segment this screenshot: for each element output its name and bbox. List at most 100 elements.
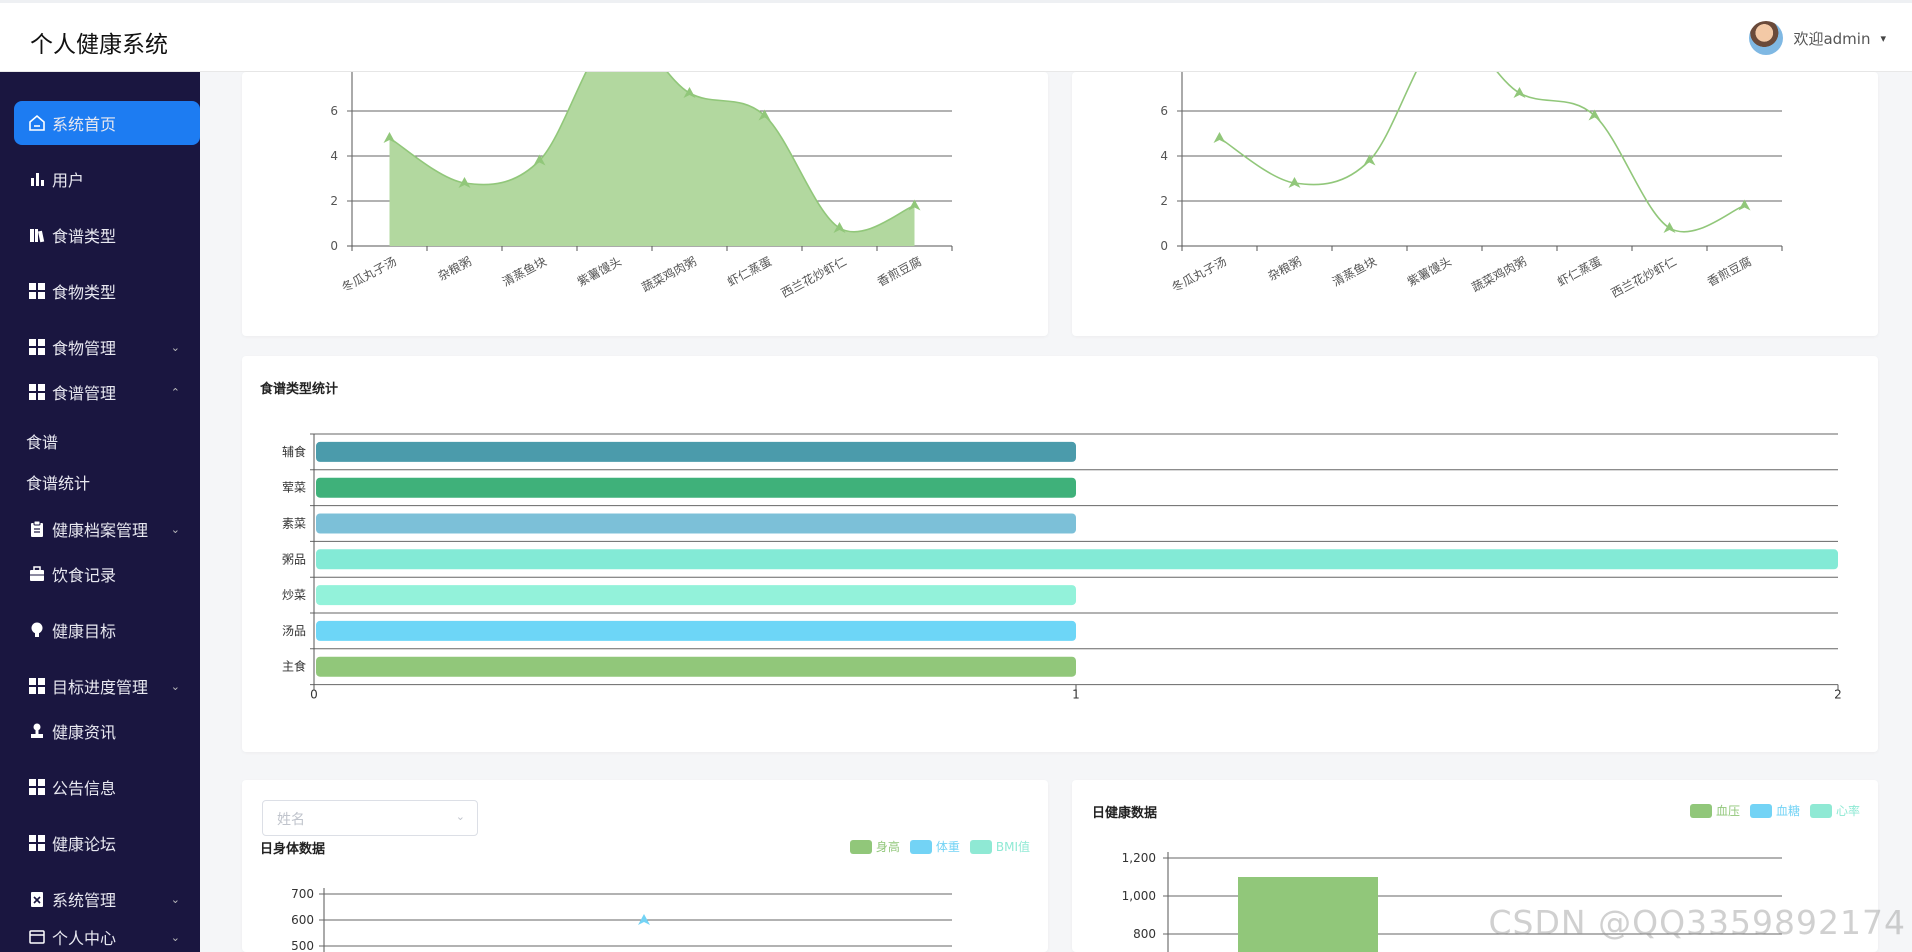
sidebar-item-label: 食物类型 — [52, 283, 117, 302]
sidebar-item-goal-progress[interactable]: 目标进度管理 ⌄ — [14, 664, 200, 708]
sidebar-item-health-records[interactable]: 健康档案管理 ⌄ — [14, 507, 200, 551]
x-tick-label: 虾仁蒸蛋 — [725, 254, 774, 289]
grid-icon — [28, 778, 46, 796]
user-menu[interactable]: 欢迎admin ▾ — [1749, 21, 1886, 55]
data-point-marker — [1213, 132, 1226, 143]
x-tick-label: 杂粮粥 — [1265, 253, 1304, 283]
chart-card-recipe-types: 食谱类型统计 辅食 荤菜 素菜 粥品 炒菜 汤品 主食 0 1 2 — [242, 356, 1878, 752]
sidebar-item-food-types[interactable]: 食物类型 — [14, 269, 200, 313]
legend-label: 血压 — [1715, 804, 1740, 818]
sidebar-item-label: 公告信息 — [52, 779, 117, 798]
sidebar-item-food-manage[interactable]: 食物管理 ⌄ — [14, 325, 200, 369]
data-point-marker — [758, 109, 771, 121]
sidebar-item-label: 食谱管理 — [52, 384, 117, 403]
data-point-marker — [1588, 109, 1601, 121]
y-tick-label: 荤菜 — [282, 481, 306, 495]
legend: 血压 血糖 心率 — [1689, 802, 1860, 819]
x-tick-label: 杂粮粥 — [435, 253, 474, 283]
legend-item[interactable]: 血糖 — [1749, 802, 1800, 819]
area-fill — [389, 72, 915, 246]
x-tick-label: 1 — [1072, 688, 1080, 702]
sidebar-item-label: 健康目标 — [52, 622, 117, 641]
chart-title: 日身体数据 — [260, 842, 326, 857]
legend-item[interactable]: 体重 — [909, 838, 960, 855]
legend-label: 血糖 — [1775, 804, 1800, 818]
bar — [316, 656, 1076, 677]
sidebar-subitem-recipe-stats[interactable]: 食谱统计 — [26, 474, 91, 493]
x-tick-label: 紫薯馒头 — [575, 254, 624, 289]
book-icon — [28, 226, 46, 244]
chevron-up-icon[interactable]: ⌃ — [170, 385, 180, 399]
x-tick-label: 冬瓜丸子汤 — [339, 253, 399, 294]
briefcase-icon — [28, 565, 46, 583]
legend-label: 体重 — [935, 840, 960, 854]
sidebar-item-announcements[interactable]: 公告信息 — [14, 765, 200, 809]
chevron-down-icon[interactable]: ⌄ — [170, 892, 180, 906]
body-data-chart: 500 600 700 — [291, 887, 952, 952]
sidebar-item-label: 食物管理 — [52, 339, 117, 358]
sidebar-item-profile[interactable]: 个人中心 ⌄ — [14, 922, 200, 952]
sidebar-item-home[interactable]: 系统首页 — [14, 101, 200, 145]
chart-title: 日健康数据 — [1092, 806, 1158, 821]
sidebar-item-users[interactable]: 用户 — [14, 157, 200, 201]
x-tick-label: 2 — [1834, 688, 1842, 702]
data-point-marker — [533, 154, 546, 166]
grid-icon — [28, 338, 46, 356]
series-group — [389, 72, 915, 246]
top-header: 个人健康系统 欢迎admin ▾ — [0, 0, 1912, 72]
series-line — [1219, 72, 1745, 233]
sidebar-item-system-manage[interactable]: 系统管理 ⌄ — [14, 877, 200, 921]
grid-icon — [28, 834, 46, 852]
x-tick-label: 西兰花炒虾仁 — [1608, 253, 1679, 300]
x-tick-label: 清蒸鱼块 — [500, 254, 549, 289]
welcome-text[interactable]: 欢迎admin — [1793, 29, 1871, 48]
sidebar-item-label: 健康论坛 — [52, 835, 117, 854]
x-tick-label: 香煎豆腐 — [1704, 253, 1753, 289]
bar — [1238, 877, 1378, 952]
data-point-marker — [683, 87, 696, 98]
sidebar-item-health-forum[interactable]: 健康论坛 — [14, 821, 200, 865]
legend-item[interactable]: 心率 — [1809, 802, 1860, 819]
x-tick-label: 冬瓜丸子汤 — [1169, 253, 1229, 294]
chevron-down-icon[interactable]: ⌄ — [170, 340, 180, 354]
sidebar-item-label: 目标进度管理 — [52, 678, 149, 697]
sidebar-item-health-goals[interactable]: 健康目标 — [14, 608, 200, 652]
sidebar-item-recipe-types[interactable]: 食谱类型 — [14, 213, 200, 257]
sidebar-item-label: 健康档案管理 — [52, 521, 149, 540]
x-tick-label: 0 — [310, 688, 318, 702]
data-point-marker — [458, 177, 471, 188]
caret-down-icon[interactable]: ▾ — [1880, 31, 1886, 45]
y-tick-label: 6 — [330, 104, 338, 118]
y-tick-label: 6 — [1160, 104, 1168, 118]
sidebar-subitem-recipe[interactable]: 食谱 — [26, 433, 59, 452]
bar — [316, 441, 1076, 462]
home-icon — [28, 114, 46, 132]
chevron-down-icon[interactable]: ⌄ — [170, 930, 180, 944]
legend-swatch — [1749, 803, 1772, 818]
y-tick-label: 2 — [1160, 194, 1168, 208]
stamp-icon — [28, 722, 46, 740]
name-select[interactable]: 姓名 ⌄ — [262, 800, 478, 836]
sidebar-item-recipe-manage[interactable]: 食谱管理 ⌃ — [14, 370, 200, 414]
avatar[interactable] — [1749, 21, 1784, 55]
legend-item[interactable]: 身高 — [849, 838, 900, 855]
sidebar-item-label: 用户 — [52, 171, 85, 190]
x-tick-label: 清蒸鱼块 — [1330, 254, 1379, 289]
sidebar-item-label: 饮食记录 — [52, 566, 117, 585]
sidebar-item-health-news[interactable]: 健康资讯 — [14, 709, 200, 753]
y-tick-label: 素菜 — [282, 517, 306, 531]
legend-item[interactable]: 血压 — [1689, 802, 1740, 819]
chevron-down-icon[interactable]: ⌄ — [170, 522, 180, 536]
legend-swatch — [849, 839, 872, 854]
data-point-marker — [908, 199, 921, 211]
chevron-down-icon[interactable]: ⌄ — [170, 679, 180, 693]
chart-card-line: 0 2 4 6 冬瓜丸子汤 杂粮粥 清蒸鱼块 紫薯馒头 蔬菜鸡肉粥 虾仁蒸蛋 西兰花炒虾仁 香煎豆腐 — [1072, 72, 1878, 336]
legend: 身高 体重 BMI值 — [849, 838, 1030, 855]
y-tick-label: 500 — [291, 939, 314, 952]
sidebar-item-diet-records[interactable]: 饮食记录 — [14, 552, 200, 596]
daily-health-chart: 1,200 1,000 800 — [1122, 851, 1782, 952]
legend-item[interactable]: BMI值 — [969, 838, 1030, 855]
sidebar-item-label: 系统管理 — [52, 891, 117, 910]
data-point-marker — [638, 914, 650, 925]
y-tick-label: 汤品 — [282, 624, 306, 638]
